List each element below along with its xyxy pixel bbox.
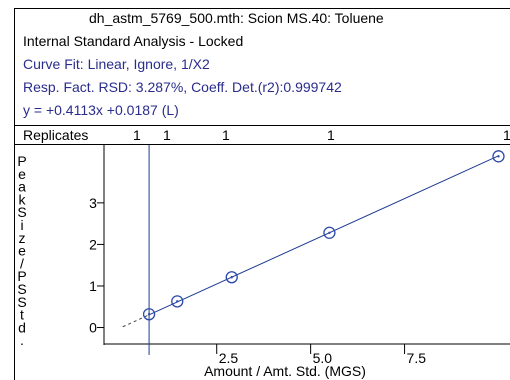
data-point: [142, 308, 156, 321]
x-ticks: 2.5 5.0 7.5: [216, 344, 427, 366]
replicate-count: 1: [133, 127, 141, 143]
replicate-count: 1: [222, 127, 230, 143]
extrapolated-fit-line: [122, 314, 150, 328]
data-point: [323, 226, 336, 239]
plot-axes: [103, 145, 510, 345]
y-tick-label: 0: [89, 320, 97, 336]
x-tick-label: 5.0: [313, 350, 333, 366]
fit-equation: y = +0.4113x +0.0187 (L): [23, 102, 179, 118]
y-tick-label: 2: [89, 236, 97, 252]
calibration-panel: dh_astm_5769_500.mth: Scion MS.40: Tolue…: [14, 8, 510, 380]
y-axis-label-char: P: [17, 268, 26, 284]
header-divider: [15, 125, 510, 126]
y-axis-label-char: S: [17, 281, 26, 297]
data-point: [171, 295, 184, 308]
y-axis-label-char: .: [20, 332, 24, 348]
y-axis-label-char: S: [17, 294, 26, 310]
curve-fit-info: Curve Fit: Linear, Ignore, 1/X2: [23, 56, 210, 72]
x-tick-label: 2.5: [219, 350, 239, 366]
y-axis-label-char: a: [18, 179, 26, 195]
fit-line: [148, 155, 499, 316]
y-axis-label-char: e: [18, 166, 26, 182]
data-points: [142, 150, 505, 321]
replicate-count: 1: [503, 127, 510, 143]
data-point: [492, 150, 505, 163]
y-axis-label-char: e: [18, 243, 26, 259]
replicates-bar: Replicates 1 1 1 1 1: [15, 126, 510, 145]
method-title: dh_astm_5769_500.mth: Scion MS.40: Tolue…: [89, 10, 384, 26]
data-point: [225, 271, 238, 284]
y-ticks: 0 1 2 3: [89, 195, 104, 336]
y-tick-label: 3: [89, 195, 97, 211]
x-tick-label: 7.5: [407, 350, 427, 366]
y-axis-label-char: t: [20, 307, 24, 323]
analysis-status: Internal Standard Analysis - Locked: [23, 33, 244, 49]
replicate-count: 1: [327, 127, 335, 143]
y-axis-label-char: P: [17, 153, 26, 169]
y-axis-label-char: d: [18, 319, 26, 335]
y-axis-label-char: z: [19, 230, 26, 246]
y-axis-label-char: i: [20, 217, 23, 233]
replicates-label: Replicates: [23, 127, 89, 143]
replicate-count: 1: [163, 127, 171, 143]
x-axis-label: Amount / Amt. Std. (MGS): [204, 363, 366, 379]
response-factor-info: Resp. Fact. RSD: 3.287%, Coeff. Det.(r2)…: [23, 79, 342, 95]
y-axis-label-char: /: [20, 255, 24, 271]
y-tick-label: 1: [89, 278, 97, 294]
y-axis-label-char: S: [17, 204, 26, 220]
y-axis-label-char: k: [19, 191, 27, 207]
